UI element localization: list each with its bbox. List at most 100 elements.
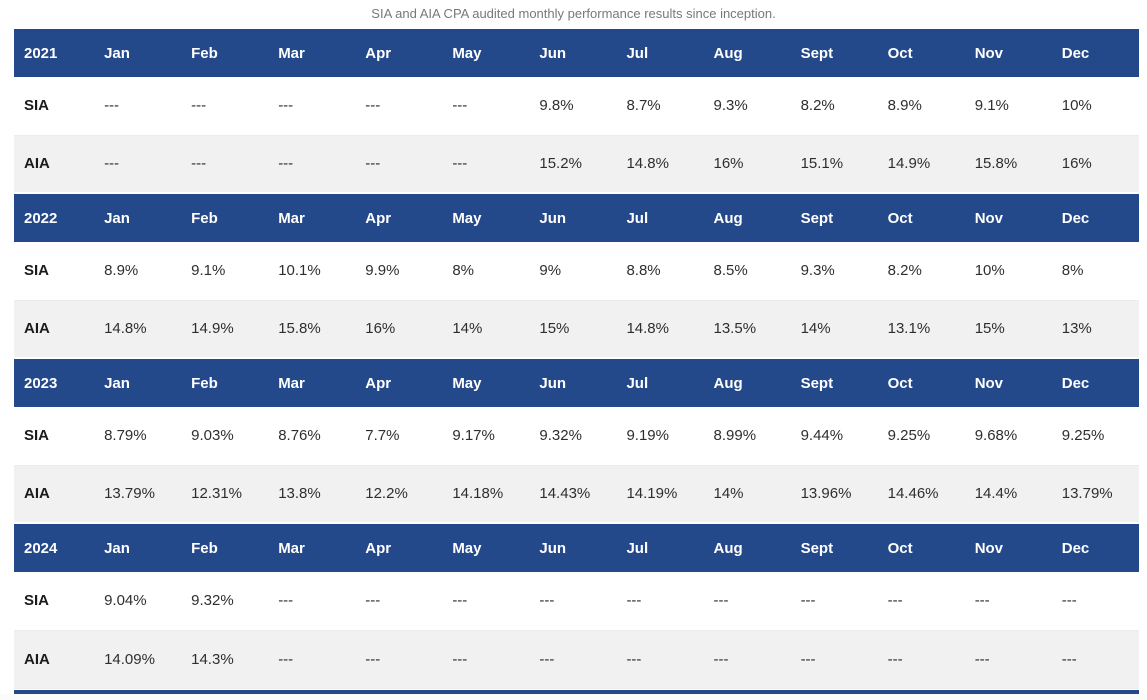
month-header-cell: Apr bbox=[355, 27, 443, 77]
table-row: AIA --- --- --- --- --- 15.2% 14.8% 16% 15.1% 14.9… bbox=[14, 135, 1139, 193]
month-header-cell: Apr bbox=[355, 522, 443, 572]
value-cell: 16% bbox=[365, 320, 396, 338]
value-cell: 13.96% bbox=[800, 485, 852, 503]
value-cell: 9.3% bbox=[800, 262, 835, 280]
value-cell: 9.8% bbox=[539, 97, 574, 115]
row-label-cell: SIA bbox=[24, 262, 50, 280]
value-cell: 9.32% bbox=[539, 427, 582, 445]
table-row: SIA 8.79% 9.03% 8.76% 7.7% 9.17% 9.32% 9.19% 8.9… bbox=[14, 407, 1139, 465]
value-cell: --- bbox=[191, 155, 207, 173]
value-cell: 9.3% bbox=[713, 97, 748, 115]
value-cell: --- bbox=[191, 97, 207, 115]
month-header-cell: Mar bbox=[268, 27, 356, 77]
value-cell: 13% bbox=[1061, 320, 1092, 338]
value-cell: 14% bbox=[713, 485, 744, 503]
value-cell: 8.8% bbox=[626, 262, 661, 280]
row-label-cell: SIA bbox=[24, 97, 50, 115]
month-header-cell: Sept bbox=[790, 27, 878, 77]
row-label-cell: AIA bbox=[24, 320, 50, 338]
value-cell: --- bbox=[365, 592, 381, 610]
value-cell: 9.19% bbox=[626, 427, 669, 445]
value-cell: --- bbox=[1061, 650, 1077, 668]
value-cell: --- bbox=[278, 155, 294, 173]
value-cell: --- bbox=[800, 650, 816, 668]
month-header-cell: Feb bbox=[181, 357, 269, 407]
value-cell: 14% bbox=[800, 320, 831, 338]
value-cell: 14.9% bbox=[887, 155, 931, 173]
month-header-cell: Apr bbox=[355, 192, 443, 242]
value-cell: 13.5% bbox=[713, 320, 757, 338]
value-cell: --- bbox=[278, 650, 294, 668]
table-row: AIA 14.09% 14.3% --- --- --- --- --- --- --- --- --… bbox=[14, 630, 1139, 688]
value-cell: 13.1% bbox=[887, 320, 931, 338]
value-cell: 14.8% bbox=[626, 320, 669, 338]
month-header-cell: Mar bbox=[268, 357, 356, 407]
value-cell: --- bbox=[626, 592, 642, 610]
value-cell: 15.8% bbox=[278, 320, 321, 338]
value-cell: 13.79% bbox=[104, 485, 155, 503]
month-header-cell: Aug bbox=[703, 192, 791, 242]
value-cell: --- bbox=[974, 592, 990, 610]
year-cell: 2021 bbox=[14, 27, 95, 77]
month-header-cell: Jul bbox=[616, 522, 704, 572]
value-cell: --- bbox=[365, 650, 381, 668]
value-cell: --- bbox=[278, 592, 294, 610]
table-row: AIA 13.79% 12.31% 13.8% 12.2% 14.18% 14.43% 14.… bbox=[14, 465, 1139, 523]
value-cell: --- bbox=[800, 592, 816, 610]
month-header-cell: May bbox=[442, 27, 530, 77]
value-cell: 9% bbox=[539, 262, 562, 280]
month-header-cell: Feb bbox=[181, 27, 269, 77]
month-header-cell: Mar bbox=[268, 522, 356, 572]
value-cell: 13.8% bbox=[278, 485, 321, 503]
month-header-cell: Dec bbox=[1051, 357, 1139, 407]
value-cell: 8% bbox=[1061, 262, 1084, 280]
performance-table: 2021 Jan Feb Mar Apr May Jun Jul Aug Sept Oct Nov De… bbox=[14, 27, 1139, 689]
value-cell: --- bbox=[1061, 592, 1077, 610]
month-header-cell: Jan bbox=[94, 522, 182, 572]
month-header-cell: Dec bbox=[1051, 522, 1139, 572]
value-cell: 9.68% bbox=[974, 427, 1018, 445]
value-cell: --- bbox=[365, 97, 381, 115]
value-cell: 16% bbox=[713, 155, 744, 173]
table-row: AIA 14.8% 14.9% 15.8% 16% 14% 15% 14.8% 13.5% 14%… bbox=[14, 300, 1139, 358]
month-header-cell: Oct bbox=[877, 27, 965, 77]
month-header-cell: Dec bbox=[1051, 192, 1139, 242]
value-cell: 8.76% bbox=[278, 427, 321, 445]
value-cell: 9.25% bbox=[1061, 427, 1105, 445]
row-label-cell: SIA bbox=[24, 592, 50, 610]
value-cell: 14.8% bbox=[626, 155, 669, 173]
value-cell: 8.2% bbox=[887, 262, 922, 280]
table-bottom-bar bbox=[14, 689, 1139, 694]
value-cell: 14.43% bbox=[539, 485, 591, 503]
value-cell: --- bbox=[539, 592, 555, 610]
value-cell: 9.25% bbox=[887, 427, 931, 445]
month-header-cell: Feb bbox=[181, 522, 269, 572]
value-cell: --- bbox=[452, 650, 468, 668]
value-cell: 10% bbox=[974, 262, 1005, 280]
value-cell: 9.1% bbox=[191, 262, 226, 280]
month-header-cell: Nov bbox=[964, 27, 1052, 77]
row-label-cell: AIA bbox=[24, 650, 50, 668]
value-cell: 15.2% bbox=[539, 155, 582, 173]
month-header-cell: Jun bbox=[529, 192, 617, 242]
value-cell: 15% bbox=[974, 320, 1005, 338]
value-cell: 10.1% bbox=[278, 262, 321, 280]
month-header-cell: Jun bbox=[529, 27, 617, 77]
table-row: SIA 9.04% 9.32% --- --- --- --- --- --- --- --- ---… bbox=[14, 572, 1139, 630]
value-cell: 8.5% bbox=[713, 262, 748, 280]
value-cell: 14.18% bbox=[452, 485, 504, 503]
value-cell: 14.4% bbox=[974, 485, 1018, 503]
value-cell: 9.03% bbox=[191, 427, 234, 445]
row-label-cell: AIA bbox=[24, 155, 50, 173]
table-row: SIA 8.9% 9.1% 10.1% 9.9% 8% 9% 8.8% 8.5% 9.3% 8.2%… bbox=[14, 242, 1139, 300]
month-header-cell: Oct bbox=[877, 357, 965, 407]
month-header-cell: Sept bbox=[790, 192, 878, 242]
value-cell: 15.1% bbox=[800, 155, 844, 173]
month-header-cell: Nov bbox=[964, 357, 1052, 407]
value-cell: 16% bbox=[1061, 155, 1092, 173]
month-header-cell: Jan bbox=[94, 357, 182, 407]
value-cell: 9.44% bbox=[800, 427, 844, 445]
value-cell: --- bbox=[887, 650, 903, 668]
value-cell: 14.19% bbox=[626, 485, 678, 503]
value-cell: --- bbox=[104, 155, 120, 173]
